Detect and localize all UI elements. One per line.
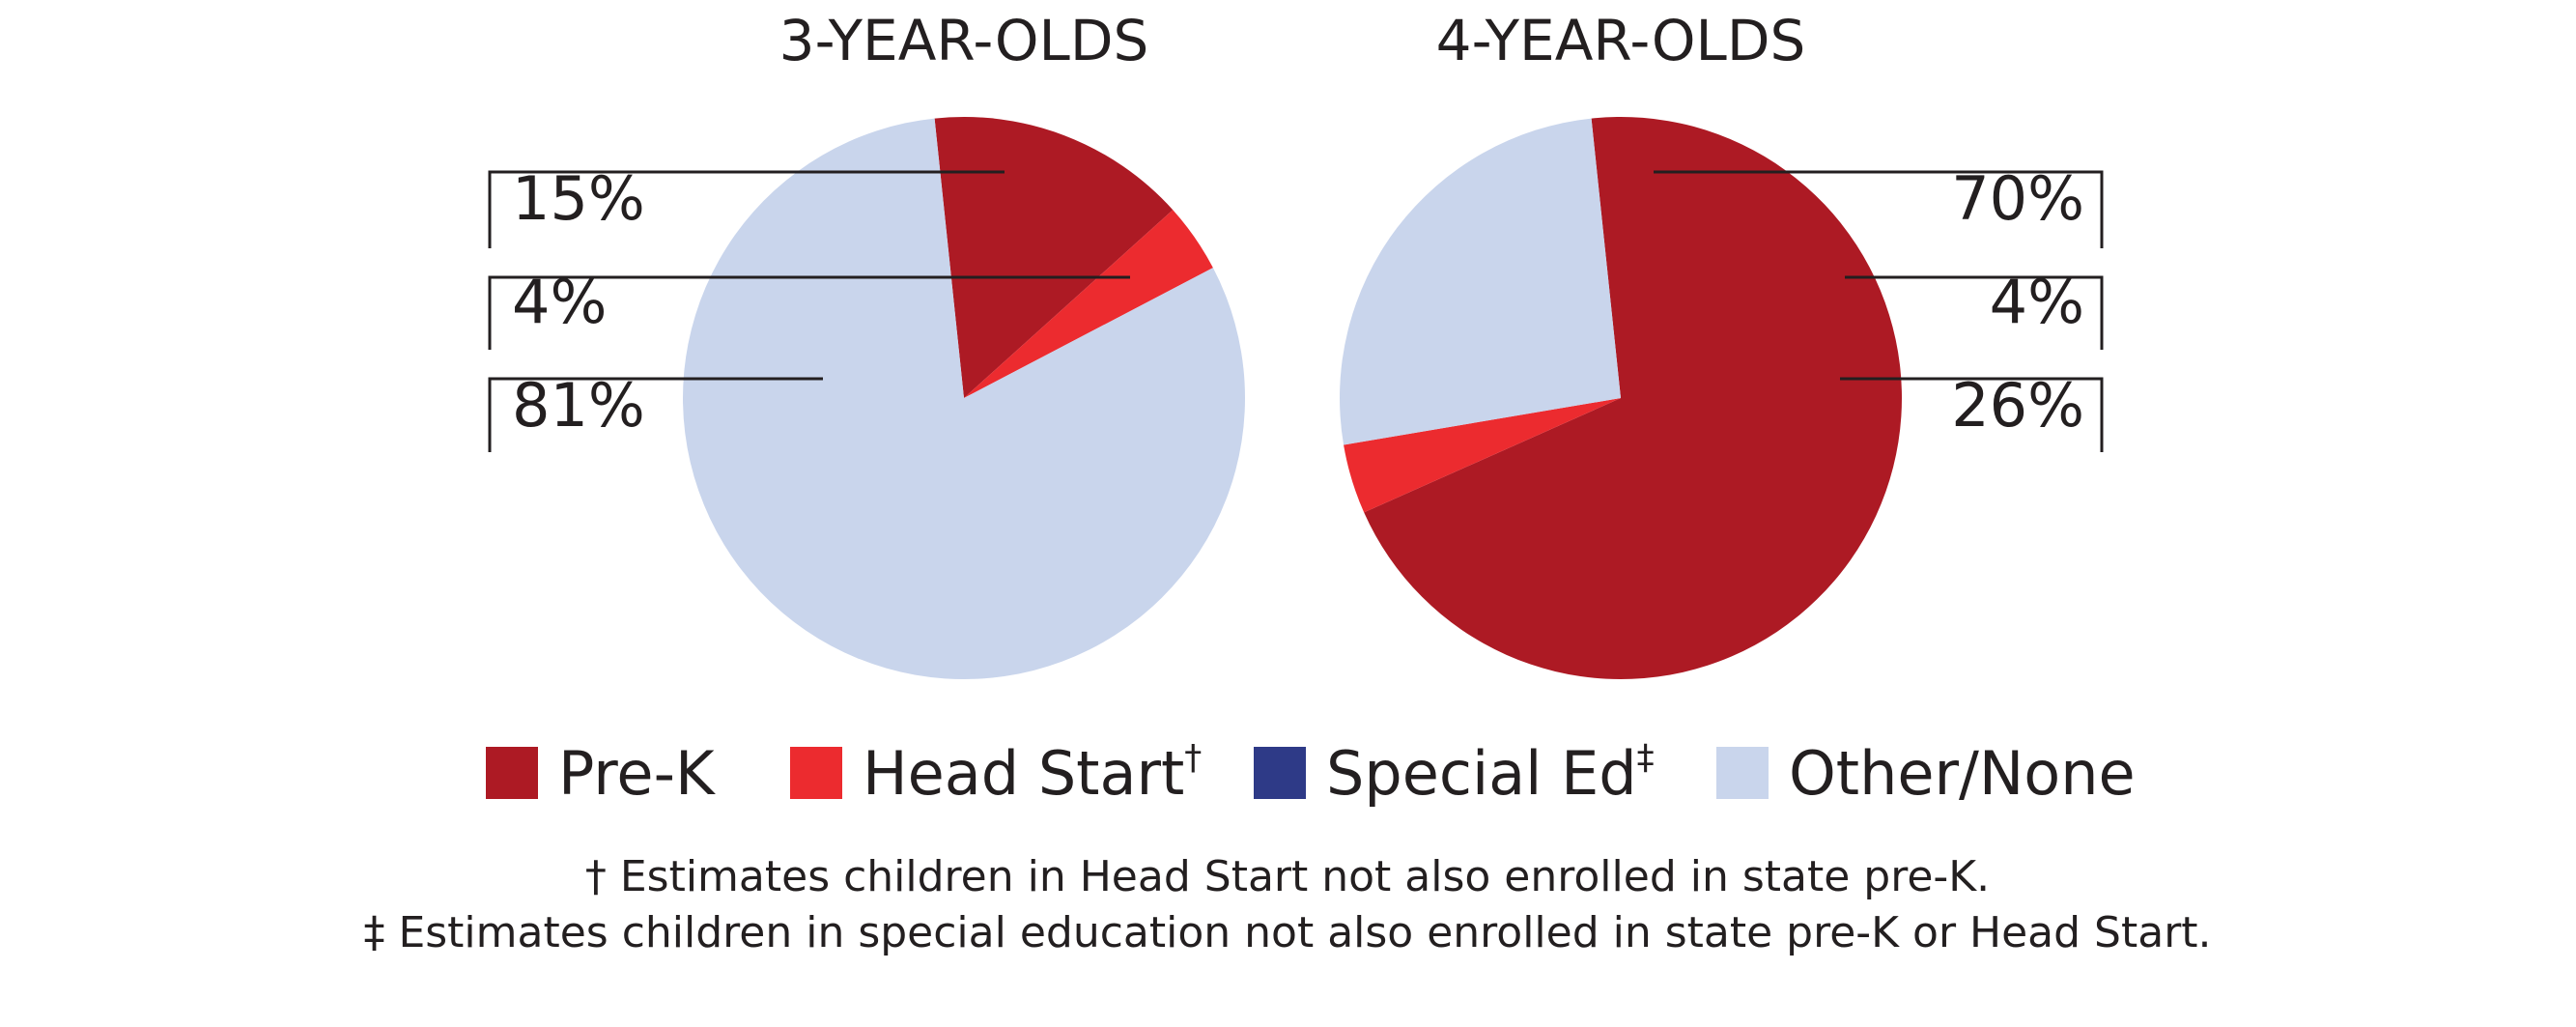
slice-head-start xyxy=(1344,398,1621,513)
leader-line-head-start xyxy=(488,275,1130,350)
legend-footnote-marker: † xyxy=(1184,738,1202,778)
legend: Pre-K Head Start† Special Ed‡ Other/None xyxy=(486,738,2136,809)
legend-label: Pre-K xyxy=(558,738,716,809)
pie-3-year-olds: 3-YEAR-OLDS 15% 4% 81% xyxy=(488,8,1246,679)
slice-other-none xyxy=(683,118,1246,679)
pie-title: 4-YEAR-OLDS xyxy=(1436,8,1806,73)
legend-item-head-start: Head Start† xyxy=(790,738,1202,809)
leader-line-other-none xyxy=(1840,377,2104,452)
footnote-2: ‡ Estimates children in special educatio… xyxy=(363,908,2211,957)
footnotes: † Estimates children in Head Start not a… xyxy=(363,852,2211,957)
slice-pre-k xyxy=(934,116,1174,398)
footnote-1: † Estimates children in Head Start not a… xyxy=(585,852,1990,901)
legend-label: Head Start† xyxy=(863,738,1202,809)
legend-label: Special Ed‡ xyxy=(1326,738,1655,809)
pie-charts-group: 3-YEAR-OLDS 15% 4% 81% 4-YEAR-OLDS 70% 4% 26% xyxy=(488,8,2104,679)
pie-title: 3-YEAR-OLDS xyxy=(779,8,1149,73)
data-label-head-start: 4% xyxy=(512,267,607,337)
data-label-pre-k: 15% xyxy=(512,163,645,234)
legend-item-pre-k: Pre-K xyxy=(486,738,716,809)
slice-pre-k xyxy=(1364,116,1902,679)
leader-line-pre-k xyxy=(1654,170,2104,248)
data-label-other-none: 81% xyxy=(512,370,645,441)
legend-footnote-marker: ‡ xyxy=(1637,738,1655,778)
data-label-head-start: 4% xyxy=(1990,267,2084,337)
leader-line-pre-k xyxy=(488,170,1005,248)
leader-line-head-start xyxy=(1845,275,2104,350)
legend-swatch xyxy=(486,747,538,799)
data-label-other-none: 26% xyxy=(1951,370,2084,441)
slice-other-none xyxy=(1340,118,1621,445)
leader-line-other-none xyxy=(488,377,823,452)
legend-item-other-none: Other/None xyxy=(1716,738,2136,809)
slice-head-start xyxy=(964,210,1213,398)
legend-swatch xyxy=(1254,747,1306,799)
legend-item-special-ed: Special Ed‡ xyxy=(1254,738,1655,809)
legend-label: Other/None xyxy=(1789,738,2136,809)
legend-swatch xyxy=(1716,747,1769,799)
data-label-pre-k: 70% xyxy=(1951,163,2084,234)
pie-4-year-olds: 4-YEAR-OLDS 70% 4% 26% xyxy=(1340,8,2104,679)
legend-swatch xyxy=(790,747,842,799)
